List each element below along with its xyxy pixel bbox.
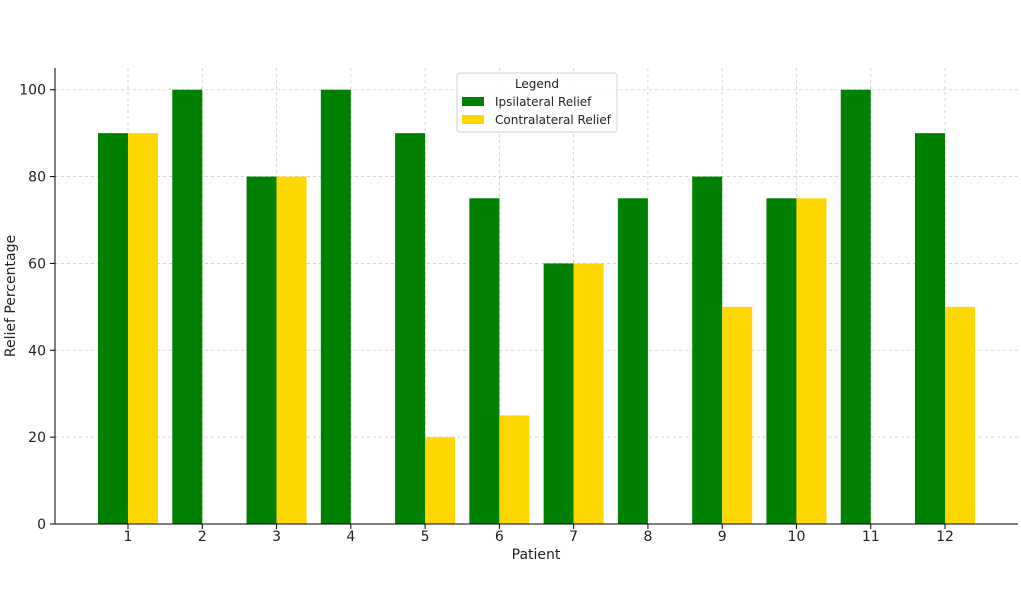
bar-contralateral-6: [499, 415, 530, 524]
bar-ipsilateral-6: [469, 198, 500, 525]
y-tick-label: 0: [37, 517, 46, 533]
y-tick-label: 60: [28, 256, 46, 272]
legend-swatch-contralateral: [462, 115, 484, 124]
x-tick-label: 6: [495, 529, 504, 545]
x-tick-label: 4: [346, 529, 355, 545]
bar-ipsilateral-7: [543, 263, 574, 524]
bar-contralateral-7: [573, 263, 604, 524]
y-tick-label: 80: [28, 170, 46, 186]
legend-swatch-ipsilateral: [462, 97, 484, 106]
legend: Legend Ipsilateral Relief Contralateral …: [456, 72, 618, 133]
bar-contralateral-1: [128, 133, 158, 524]
bar-ipsilateral-3: [246, 176, 277, 525]
bar-ipsilateral-2: [172, 89, 203, 524]
axes: [54, 68, 1018, 525]
bar-ipsilateral-11: [840, 89, 871, 524]
bar-ipsilateral-8: [617, 198, 648, 525]
y-tick-label: 100: [19, 83, 46, 99]
y-axis-label: Relief Percentage: [3, 235, 19, 357]
bar-ipsilateral-10: [766, 198, 797, 525]
x-tick-label: 3: [272, 529, 281, 545]
bar-contralateral-9: [722, 306, 753, 524]
bar-contralateral-3: [276, 176, 307, 525]
bar-contralateral-10: [796, 198, 827, 525]
legend-label-contralateral: Contralateral Relief: [495, 113, 612, 127]
y-tick-label: 40: [28, 343, 46, 359]
bars: [98, 89, 975, 525]
x-axis-label: Patient: [512, 547, 561, 563]
bar-contralateral-5: [425, 437, 456, 524]
bar-contralateral-12: [945, 306, 975, 524]
x-tick-label: 9: [718, 529, 727, 545]
x-tick-label: 12: [936, 529, 954, 545]
bar-ipsilateral-12: [915, 133, 945, 524]
y-tick-label: 20: [28, 430, 46, 446]
bar-ipsilateral-4: [320, 89, 351, 524]
x-tick-label: 8: [643, 529, 652, 545]
legend-title: Legend: [515, 77, 559, 91]
x-tick-label: 7: [569, 529, 578, 545]
legend-label-ipsilateral: Ipsilateral Relief: [495, 95, 592, 109]
bar-ipsilateral-1: [98, 133, 128, 524]
x-tick-label: 2: [198, 529, 207, 545]
x-tick-label: 10: [788, 529, 806, 545]
bar-ipsilateral-9: [692, 176, 723, 525]
x-tick-label: 5: [421, 529, 430, 545]
legend-box: [456, 72, 618, 133]
bar-ipsilateral-5: [395, 133, 426, 524]
x-tick-label: 1: [124, 529, 133, 545]
x-tick-label: 11: [862, 529, 880, 545]
